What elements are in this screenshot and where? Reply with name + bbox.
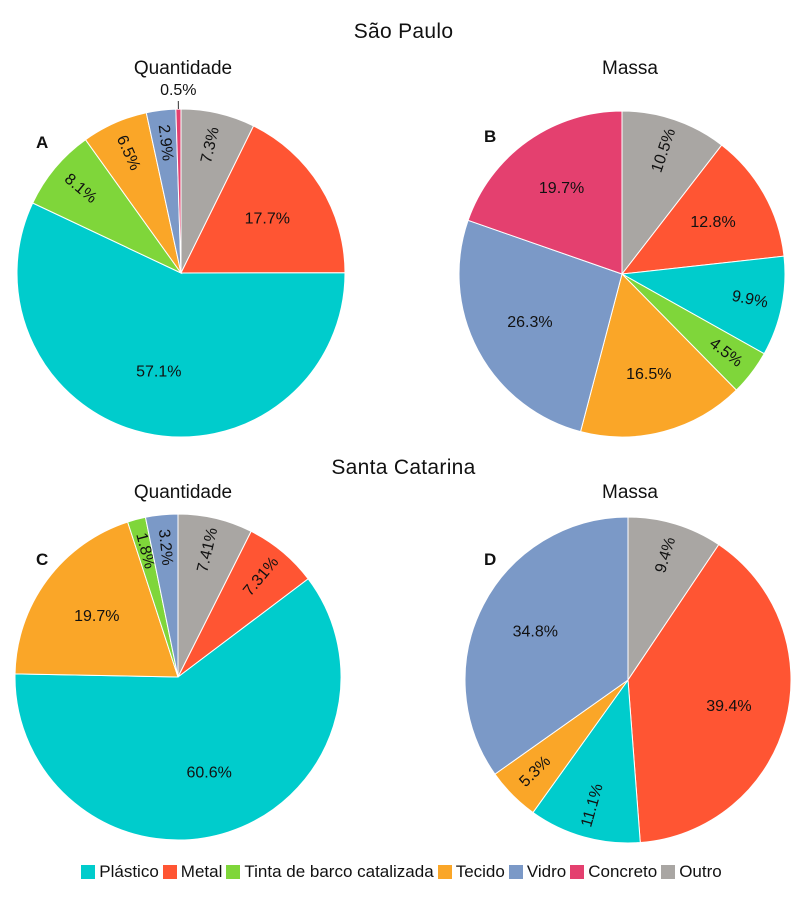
slice-label-tecido: 16.5% (626, 366, 671, 383)
legend-item: Tecido (437, 862, 505, 882)
slice-label-concreto: 19.7% (539, 180, 584, 197)
legend-item: Outro (661, 862, 722, 882)
legend-swatch (508, 865, 523, 879)
pie-slice-metal (627, 543, 792, 844)
pie-slice-tecido (579, 273, 738, 438)
legend-swatch (162, 865, 177, 879)
legend-item: Plástico (81, 862, 159, 882)
slice-label-plastico: 60.6% (187, 764, 232, 781)
pie-slice-vidro (464, 516, 629, 775)
slice-label-metal: 17.7% (245, 210, 290, 227)
legend-swatch (570, 865, 585, 879)
panel-a-title: Quantidade (133, 58, 233, 79)
pie-slice-plastico (620, 255, 786, 355)
group-title-santa-catarina: Santa Catarina (331, 456, 476, 479)
legend-item: Metal (162, 862, 223, 882)
panel-b-letter: B (484, 127, 497, 146)
legend-item: Vidro (508, 862, 567, 882)
pie-slice-tecido (14, 521, 179, 678)
legend-swatch (81, 865, 96, 879)
legend-label: Metal (180, 862, 223, 881)
legend-label: Plástico (99, 862, 159, 881)
pie-slice-plastico (14, 578, 342, 841)
legend-item: Tinta de barco catalizada (226, 862, 434, 882)
panel-a-letter: A (36, 133, 49, 152)
pie-slice-concreto (175, 108, 182, 274)
legend-label: Outro (679, 862, 722, 881)
pie-slice-plastico (532, 678, 641, 844)
legend-label: Tinta de barco catalizada (244, 862, 434, 881)
panel-d-letter: D (484, 550, 497, 569)
legend-label: Concreto (588, 862, 658, 881)
panel-c-title: Quantidade (133, 482, 233, 503)
pie-slice-vidro (144, 513, 179, 678)
pie-slice-outro (621, 110, 723, 276)
legend: Plástico Metal Tinta de barco catalizada… (0, 862, 807, 882)
slice-label-vidro: 26.3% (507, 314, 552, 331)
slice-label-vidro: 34.8% (513, 623, 558, 640)
slice-label-tecido: 19.7% (74, 608, 119, 625)
slice-label-metal: 12.8% (690, 214, 735, 231)
legend-swatch (437, 865, 452, 879)
pie-slice-concreto (467, 110, 623, 275)
slice-label-concreto: 0.5% (160, 82, 196, 99)
pie-slice-metal (620, 144, 785, 275)
legend-swatch (226, 865, 241, 879)
legend-label: Vidro (526, 862, 567, 881)
pie-slice-metal (180, 125, 346, 274)
pie-slice-outro (627, 516, 720, 682)
pie-slice-plastico (16, 202, 346, 438)
legend-swatch (661, 865, 676, 879)
pie-slice-vidro (458, 219, 623, 433)
panel-c-letter: C (36, 550, 49, 569)
slice-label-plastico: 57.1% (136, 363, 181, 380)
slice-label-plastico: 9.9% (730, 288, 769, 312)
legend-item: Concreto (570, 862, 657, 882)
slice-label-metal: 39.4% (706, 698, 751, 715)
group-title-sao-paulo: São Paulo (353, 20, 454, 43)
panel-d-title: Massa (602, 482, 658, 503)
panel-b-title: Massa (602, 58, 658, 79)
slice-label-vidro: 2.9% (155, 124, 176, 162)
slice-label-vidro: 3.2% (155, 528, 176, 566)
legend-label: Tecido (455, 862, 505, 881)
